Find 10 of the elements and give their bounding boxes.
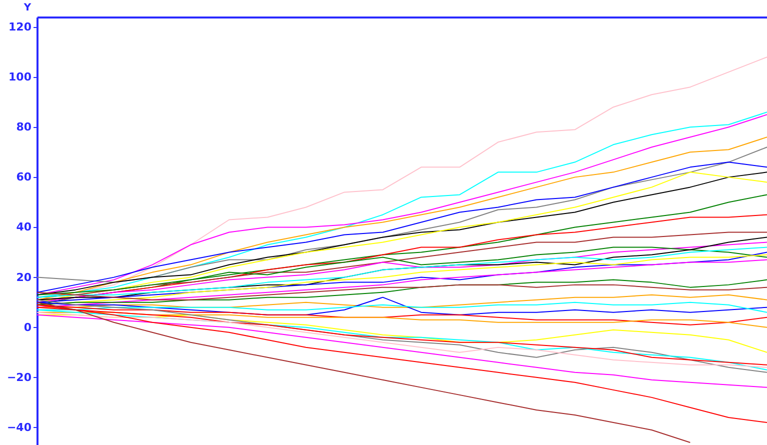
y-tick-label: 40: [16, 220, 32, 234]
y-tick-label: −40: [6, 420, 32, 434]
y-tick-label: 60: [16, 170, 32, 184]
y-tick-label: 100: [8, 70, 32, 84]
y-tick-label: −20: [6, 370, 32, 384]
y-tick-label: 20: [16, 270, 32, 284]
y-axis-title: Y: [22, 2, 32, 14]
y-tick-label: 120: [8, 20, 32, 34]
y-tick-label: 0: [24, 320, 32, 334]
y-tick-label: 80: [16, 120, 32, 134]
